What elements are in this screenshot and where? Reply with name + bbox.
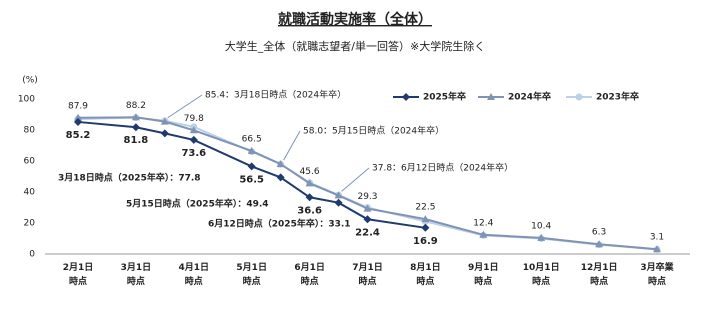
- y-tick-label: 40: [24, 188, 36, 198]
- marker: [363, 204, 372, 212]
- marker: [653, 245, 661, 253]
- data-label: 66.5: [242, 134, 262, 144]
- y-tick-label: 0: [29, 250, 35, 260]
- leader-line: [167, 94, 203, 119]
- marker: [160, 129, 169, 138]
- data-label: 85.2: [66, 130, 91, 141]
- data-label: 3月18日時点（2025年卒）：77.8: [58, 172, 201, 184]
- series-line: [77, 116, 658, 251]
- x-tick-label: 3月1日 時点: [120, 263, 152, 287]
- y-tick-label: 80: [24, 126, 36, 136]
- data-label: 56.5: [239, 174, 264, 185]
- data-label: 6.3: [592, 228, 606, 238]
- marker: [334, 191, 343, 199]
- data-label: 85.4：3月18日時点（2024年卒）: [205, 89, 346, 101]
- marker: [305, 179, 314, 187]
- marker: [487, 93, 495, 100]
- x-tick-label: 5月1日 時点: [236, 263, 267, 287]
- data-label: 12.4: [473, 218, 493, 228]
- x-tick-label: 9月1日 時点: [468, 263, 499, 287]
- marker: [421, 223, 430, 232]
- data-label: 22.4: [355, 227, 380, 238]
- marker: [131, 113, 140, 121]
- chart-title: 就職活動実施率（全体）: [278, 11, 432, 28]
- data-label: 88.2: [126, 101, 146, 111]
- x-tick-label: 7月1日 時点: [352, 263, 383, 287]
- marker: [247, 162, 256, 171]
- y-tick-label: 60: [24, 157, 36, 167]
- leader-line: [341, 167, 370, 192]
- data-label: 81.8: [124, 135, 149, 146]
- marker: [160, 117, 169, 125]
- x-tick-label: 6月1日 時点: [294, 263, 325, 287]
- x-tick-label: 12月1日 時点: [580, 263, 618, 287]
- legend-label: 2024年卒: [508, 91, 551, 103]
- y-tick-label: 100: [18, 95, 35, 105]
- y-tick-label: 20: [24, 219, 36, 229]
- data-label: 5月15日時点（2025年卒）：49.4: [126, 198, 269, 210]
- data-label: 3.1: [650, 233, 664, 243]
- x-tick-label: 3月卒業 時点: [640, 263, 674, 287]
- x-tick-label: 4月1日 時点: [178, 263, 210, 287]
- legend-label: 2023年卒: [596, 91, 639, 103]
- data-label: 45.6: [300, 167, 320, 177]
- x-tick-label: 2月1日 時点: [62, 263, 94, 287]
- y-unit: (%): [22, 76, 38, 86]
- marker: [247, 146, 256, 154]
- legend-label: 2025年卒: [423, 91, 466, 103]
- marker: [575, 93, 583, 101]
- data-label: 37.8：6月12日時点（2024年卒）: [372, 162, 513, 174]
- marker: [402, 93, 410, 101]
- marker: [479, 230, 488, 238]
- marker: [189, 126, 198, 134]
- marker: [189, 135, 198, 144]
- x-tick-label: 10月1日 時点: [522, 263, 560, 287]
- data-label: 16.9: [413, 236, 438, 247]
- data-label: 10.4: [531, 221, 551, 231]
- data-label: 73.6: [181, 148, 206, 159]
- leader-line: [283, 130, 301, 161]
- data-label: 29.3: [357, 192, 377, 202]
- x-tick-label: 8月1日 時点: [410, 263, 441, 287]
- marker: [334, 198, 343, 207]
- data-label: 58.0：5月15日時点（2024年卒）: [303, 125, 444, 137]
- data-label: 6月12日時点（2025年卒）：33.1: [208, 218, 351, 230]
- series-line: [77, 120, 426, 229]
- marker: [131, 123, 140, 132]
- marker: [74, 117, 82, 126]
- marker: [537, 233, 546, 241]
- data-label: 36.6: [297, 205, 322, 216]
- marker: [276, 173, 285, 182]
- marker: [305, 193, 314, 202]
- data-label: 22.5: [415, 203, 435, 213]
- data-label: 87.9: [68, 101, 88, 111]
- data-label: 79.8: [184, 114, 204, 124]
- marker: [363, 215, 372, 224]
- marker: [421, 215, 430, 223]
- chart-subtitle: 大学生_全体（就職志望者/単一回答）※大学院生除く: [225, 39, 485, 53]
- marker: [74, 113, 82, 121]
- marker: [595, 240, 604, 248]
- marker: [276, 160, 285, 168]
